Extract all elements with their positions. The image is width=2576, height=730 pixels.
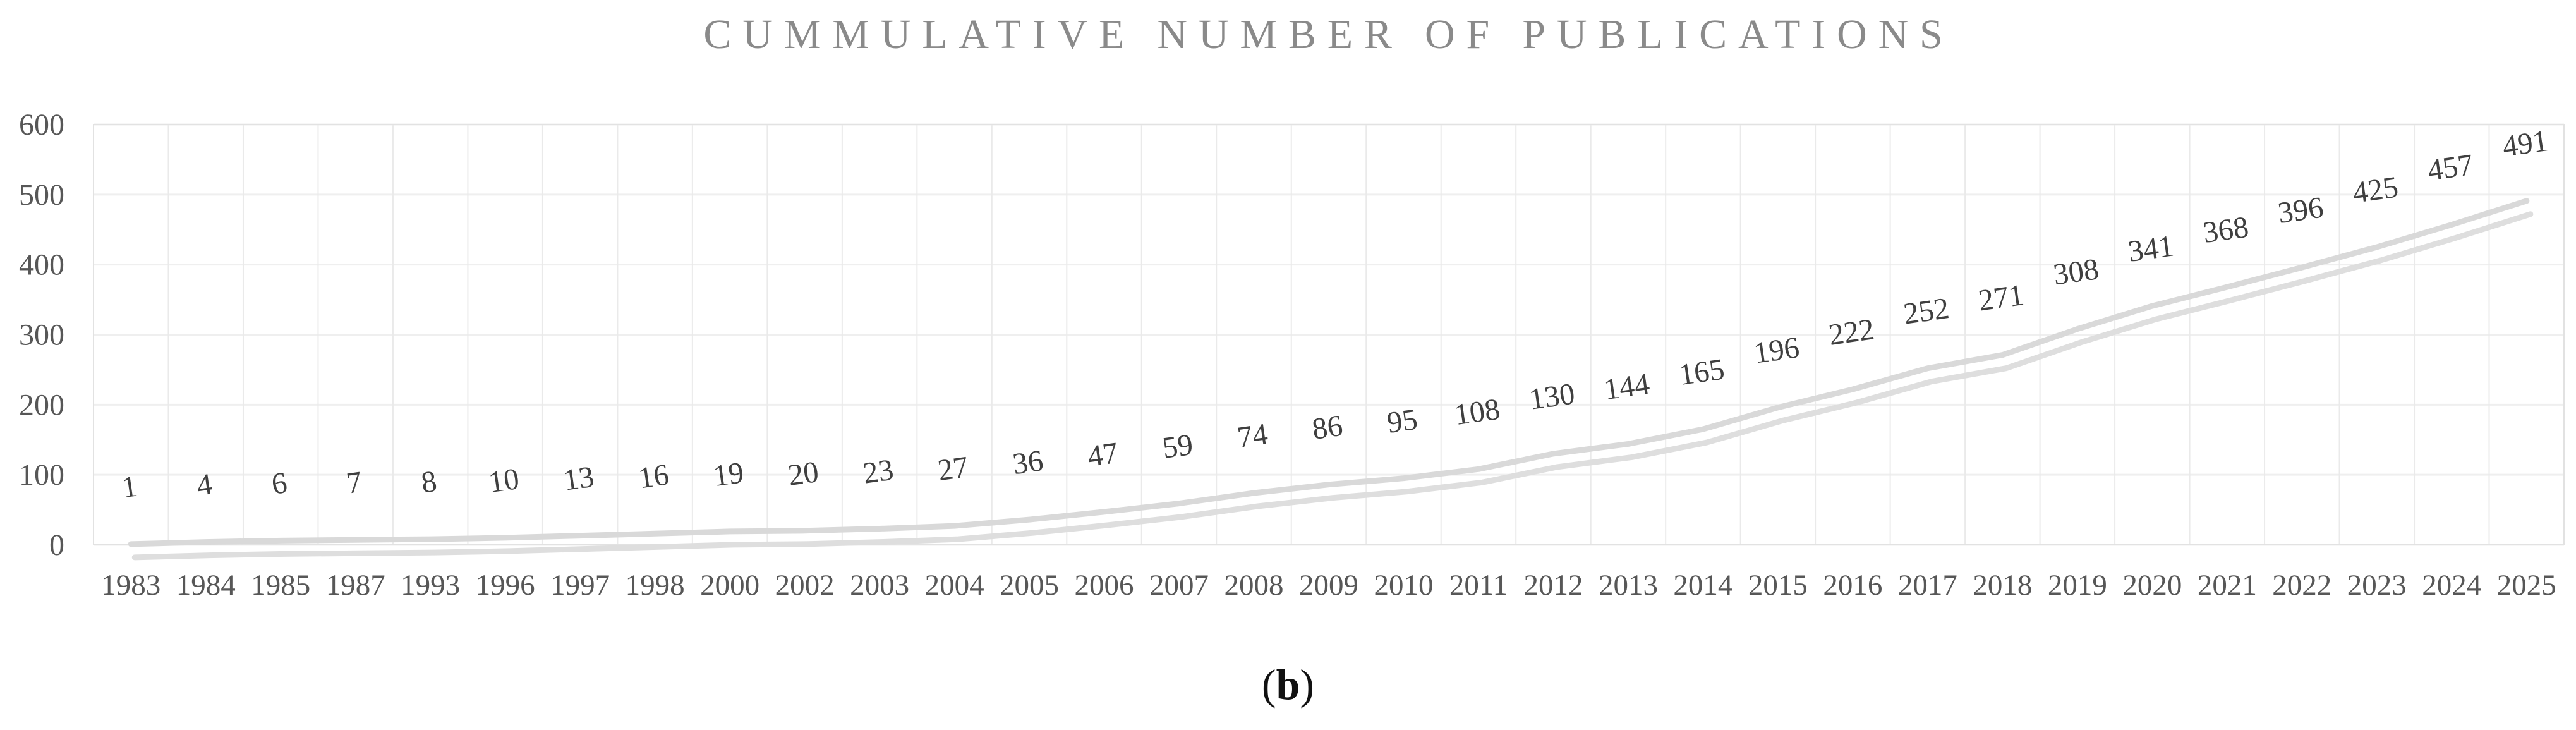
y-axis-tick-label: 200 bbox=[19, 388, 64, 422]
data-label: 368 bbox=[2201, 210, 2251, 250]
x-axis-tick-label: 1993 bbox=[401, 569, 460, 602]
chart-title: CUMMULATIVE NUMBER OF PUBLICATIONS bbox=[703, 11, 1954, 58]
x-axis-tick-label: 1997 bbox=[550, 569, 610, 602]
x-axis-tick-label: 2006 bbox=[1075, 569, 1134, 602]
x-axis-tick-label: 1996 bbox=[476, 569, 535, 602]
data-label: 47 bbox=[1085, 436, 1120, 473]
figure-caption: (b) bbox=[0, 663, 2576, 706]
x-axis-tick-label: 2014 bbox=[1673, 569, 1732, 602]
x-axis-tick-label: 2008 bbox=[1225, 569, 1284, 602]
data-label: 19 bbox=[711, 456, 746, 493]
series-shadow-line bbox=[131, 211, 2534, 561]
x-axis-tick-label: 2023 bbox=[2347, 569, 2407, 602]
x-axis-tick-label: 2025 bbox=[2497, 569, 2556, 602]
x-axis-tick-label: 1984 bbox=[176, 569, 236, 602]
caption-paren-open: ( bbox=[1261, 660, 1276, 709]
caption-letter: b bbox=[1276, 660, 1300, 709]
data-label: 86 bbox=[1310, 409, 1345, 446]
data-label: 130 bbox=[1527, 377, 1577, 417]
x-axis-tick-label: 2017 bbox=[1898, 569, 1957, 602]
data-label: 196 bbox=[1751, 331, 1801, 370]
x-axis-tick-label: 2015 bbox=[1748, 569, 1808, 602]
data-label: 20 bbox=[786, 455, 821, 492]
x-axis-tick-label: 2020 bbox=[2122, 569, 2182, 602]
data-label: 341 bbox=[2126, 229, 2176, 269]
y-axis-tick-label: 300 bbox=[19, 319, 64, 352]
data-label: 23 bbox=[861, 453, 895, 490]
data-label: 13 bbox=[562, 460, 596, 497]
data-label: 108 bbox=[1452, 392, 1502, 432]
data-label: 7 bbox=[344, 465, 364, 501]
x-axis-tick-label: 1998 bbox=[626, 569, 685, 602]
x-axis-tick-label: 2000 bbox=[700, 569, 759, 602]
data-label: 4 bbox=[195, 467, 214, 502]
x-axis-tick-label: 2010 bbox=[1374, 569, 1433, 602]
x-axis-tick-label: 2011 bbox=[1449, 569, 1508, 602]
x-axis-tick-label: 2022 bbox=[2272, 569, 2331, 602]
data-label: 144 bbox=[1602, 367, 1652, 407]
x-axis-tick-label: 2002 bbox=[775, 569, 835, 602]
x-axis-tick-label: 2024 bbox=[2422, 569, 2481, 602]
x-axis-tick-label: 2016 bbox=[1823, 569, 1882, 602]
data-label: 271 bbox=[1976, 278, 2026, 318]
x-axis-tick-label: 1987 bbox=[326, 569, 385, 602]
x-axis-tick-label: 2004 bbox=[925, 569, 984, 602]
x-axis-tick-label: 2013 bbox=[1599, 569, 1658, 602]
x-axis-tick-label: 2003 bbox=[850, 569, 909, 602]
data-label: 396 bbox=[2276, 190, 2326, 230]
data-label: 222 bbox=[1827, 312, 1877, 352]
x-axis-tick-label: 2005 bbox=[1000, 569, 1059, 602]
y-axis-tick-label: 100 bbox=[19, 458, 64, 492]
series-line bbox=[128, 198, 2530, 547]
caption-paren-close: ) bbox=[1300, 660, 1315, 709]
x-axis-tick-label: 1985 bbox=[251, 569, 310, 602]
data-label: 425 bbox=[2350, 170, 2400, 210]
x-axis-tick-label: 2018 bbox=[1973, 569, 2032, 602]
data-label: 10 bbox=[487, 462, 521, 499]
data-label: 6 bbox=[269, 466, 289, 501]
x-axis-tick-label: 2007 bbox=[1149, 569, 1209, 602]
data-label: 95 bbox=[1385, 403, 1420, 440]
y-axis-tick-label: 500 bbox=[19, 178, 64, 212]
data-label: 165 bbox=[1677, 353, 1727, 392]
x-axis-tick-label: 2019 bbox=[2048, 569, 2107, 602]
data-label: 74 bbox=[1235, 417, 1270, 454]
data-label: 59 bbox=[1160, 428, 1195, 465]
data-label: 308 bbox=[2051, 252, 2101, 292]
data-label: 8 bbox=[419, 465, 438, 500]
data-label: 16 bbox=[636, 458, 671, 495]
x-axis-tick-label: 2009 bbox=[1299, 569, 1358, 602]
data-label: 27 bbox=[936, 450, 971, 487]
y-axis-tick-label: 600 bbox=[19, 108, 64, 142]
x-axis-tick-label: 1983 bbox=[101, 569, 160, 602]
data-label: 491 bbox=[2500, 124, 2550, 164]
y-axis-tick-label: 0 bbox=[49, 528, 64, 562]
x-axis-tick-label: 2021 bbox=[2198, 569, 2257, 602]
x-axis-tick-label: 2012 bbox=[1523, 569, 1583, 602]
data-label: 457 bbox=[2426, 148, 2476, 188]
data-label: 36 bbox=[1010, 444, 1045, 481]
data-label: 252 bbox=[1901, 291, 1951, 331]
plot-border bbox=[93, 124, 2565, 545]
y-axis-tick-label: 400 bbox=[19, 248, 64, 282]
